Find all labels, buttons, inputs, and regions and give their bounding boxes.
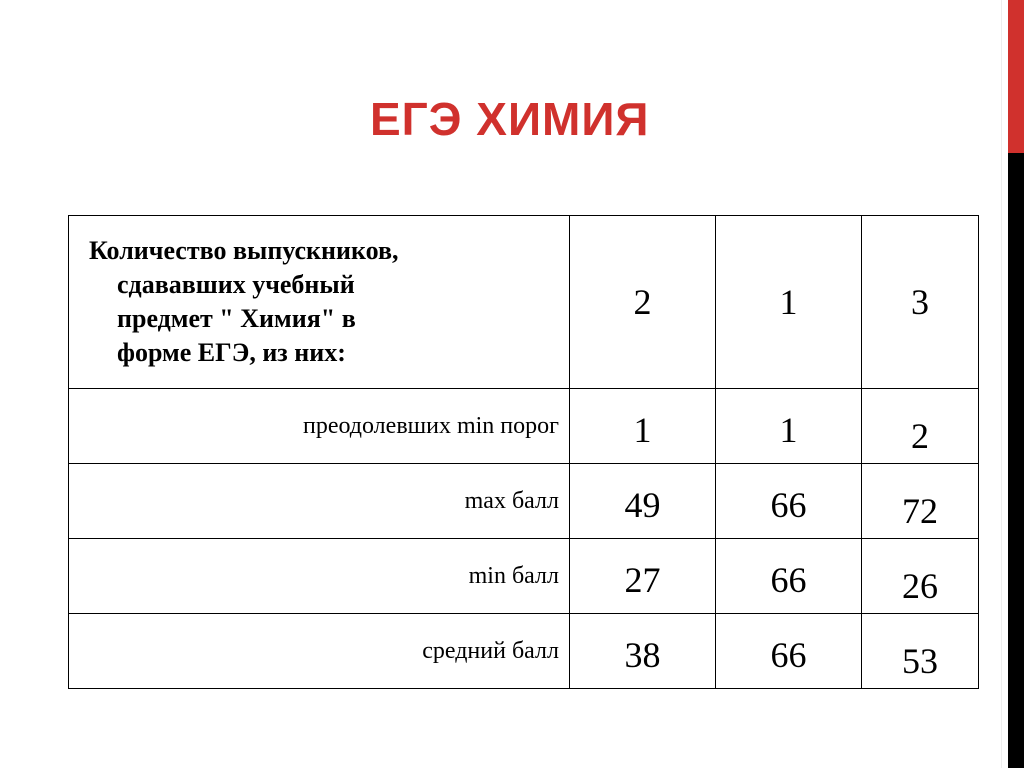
table-cell: 66 [715, 463, 862, 539]
header-line: сдававших учебный [117, 270, 355, 299]
slide-title: ЕГЭ ХИМИЯ [370, 93, 650, 145]
row-label: min балл [68, 538, 570, 614]
row-label: средний балл [68, 613, 570, 689]
table-cell: 26 [861, 538, 979, 614]
divider-line [1001, 0, 1002, 768]
header-line: Количество выпускников, [89, 236, 399, 265]
results-table: Количество выпускников, сдававших учебны… [68, 215, 979, 689]
table-cell: 38 [569, 613, 716, 689]
table-header-row: Количество выпускников, сдававших учебны… [68, 215, 979, 389]
table-cell: 49 [569, 463, 716, 539]
table-cell: 1 [715, 388, 862, 464]
table-row: средний балл 38 66 53 [68, 613, 979, 689]
header-line: предмет " Химия" в [117, 304, 356, 333]
table-cell: 1 [715, 215, 862, 389]
table-cell: 1 [569, 388, 716, 464]
table-cell: 53 [861, 613, 979, 689]
table-row: min балл 27 66 26 [68, 538, 979, 614]
table-cell: 66 [715, 613, 862, 689]
header-line: форме ЕГЭ, из них: [117, 338, 346, 367]
accent-bar [1008, 0, 1024, 153]
table-cell: 2 [569, 215, 716, 389]
header-label: Количество выпускников, сдававших учебны… [68, 215, 570, 389]
row-label: преодолевших min порог [68, 388, 570, 464]
table-cell: 2 [861, 388, 979, 464]
row-label: max балл [68, 463, 570, 539]
table-cell: 72 [861, 463, 979, 539]
table-cell: 3 [861, 215, 979, 389]
table-cell: 27 [569, 538, 716, 614]
table-cell: 66 [715, 538, 862, 614]
table-row: преодолевших min порог 1 1 2 [68, 388, 979, 464]
table-row: max балл 49 66 72 [68, 463, 979, 539]
side-bar [1008, 153, 1024, 768]
